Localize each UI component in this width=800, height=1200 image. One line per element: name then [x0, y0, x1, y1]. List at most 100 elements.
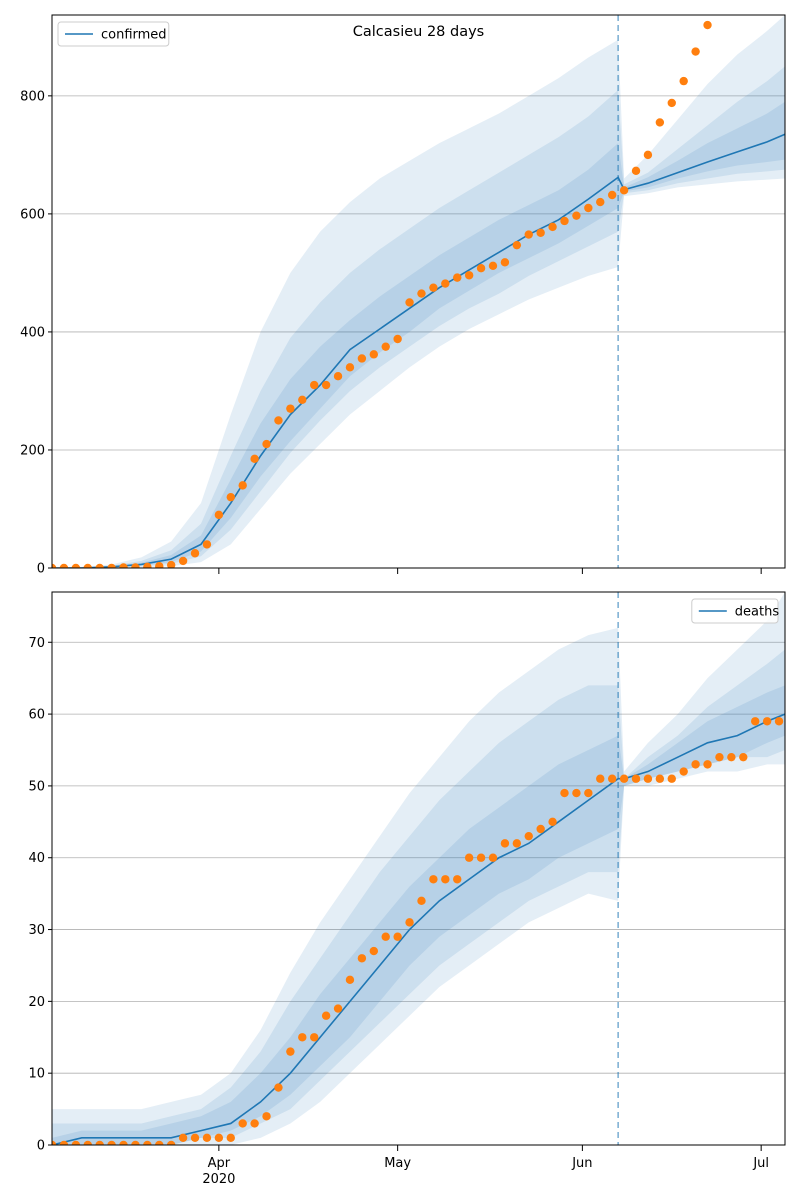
x-tick-label: Jul — [752, 1156, 769, 1171]
observed-point — [762, 717, 772, 726]
observed-point — [286, 1047, 295, 1056]
observed-point — [238, 1119, 247, 1128]
observed-point — [52, 1140, 57, 1145]
observed-point — [560, 216, 569, 226]
observed-point — [71, 1140, 81, 1145]
observed-point — [572, 211, 581, 220]
observed-point — [333, 371, 343, 381]
observed-point — [464, 271, 474, 280]
observed-point — [262, 1112, 271, 1121]
observed-point — [131, 563, 140, 568]
observed-point — [524, 831, 533, 841]
observed-point — [691, 47, 700, 56]
observed-point — [667, 774, 676, 783]
legend: confirmed — [57, 21, 170, 47]
observed-point — [119, 563, 128, 568]
x-year-label: 2020 — [202, 1172, 235, 1187]
observed-point — [155, 1140, 164, 1145]
observed-point — [381, 932, 390, 941]
observed-point — [250, 1119, 259, 1128]
observed-point — [441, 279, 450, 288]
observed-point — [596, 197, 605, 207]
observed-point — [512, 839, 522, 848]
observed-point — [584, 203, 593, 213]
observed-point — [453, 273, 462, 282]
observed-point — [464, 853, 474, 862]
observed-point — [679, 767, 688, 776]
observed-point — [751, 717, 760, 726]
observed-point — [488, 853, 498, 862]
observed-point — [345, 975, 355, 985]
x-tick-label: Apr — [208, 1156, 231, 1171]
observed-point — [643, 150, 653, 160]
observed-point — [310, 1033, 319, 1042]
observed-point — [536, 824, 545, 834]
observed-point — [178, 556, 188, 566]
observed-point — [166, 1140, 176, 1145]
plot-area — [52, 592, 785, 1145]
observed-point — [143, 562, 152, 568]
observed-point — [202, 540, 212, 549]
observed-point — [703, 20, 712, 30]
observed-point — [500, 839, 510, 848]
observed-point — [607, 190, 617, 200]
observed-point — [619, 774, 629, 783]
y-tick-label: 70 — [28, 636, 45, 651]
observed-point — [369, 350, 379, 359]
observed-point — [476, 853, 486, 862]
plot-area — [52, 15, 785, 568]
observed-point — [190, 549, 200, 558]
subplot: 0 10 20 30 40 50 60 70 Apr May Jun Jul 2020 deaths — [28, 591, 786, 1187]
legend-box — [691, 598, 779, 624]
observed-point — [631, 166, 641, 176]
observed-point — [512, 240, 522, 250]
observed-point — [274, 1083, 283, 1092]
observed-point — [298, 1033, 307, 1042]
observed-point — [190, 1133, 200, 1143]
observed-point — [119, 1140, 128, 1145]
band — [52, 649, 785, 1145]
observed-point — [393, 334, 402, 344]
observed-point — [95, 1140, 104, 1145]
band — [52, 592, 785, 1145]
y-tick-label: 50 — [28, 779, 45, 794]
observed-point — [226, 1133, 235, 1143]
observed-point — [488, 261, 498, 271]
y-tick-label: 400 — [20, 325, 45, 340]
observed-point — [369, 946, 379, 956]
y-tick-label: 0 — [37, 562, 45, 577]
observed-point — [441, 875, 450, 884]
observed-point — [631, 774, 641, 783]
observed-point — [178, 1133, 188, 1143]
observed-point — [584, 788, 593, 798]
observed-point — [238, 481, 247, 490]
observed-point — [381, 342, 390, 351]
observed-point — [298, 395, 307, 404]
axes-frame — [51, 14, 786, 569]
observed-point — [52, 563, 57, 568]
observed-point — [393, 932, 402, 941]
observed-point — [357, 354, 367, 363]
chart-title: Calcasieu 28 days — [353, 24, 484, 40]
observed-point — [691, 760, 700, 769]
observed-point — [107, 563, 116, 568]
legend-label: confirmed — [101, 28, 167, 43]
observed-point — [619, 186, 629, 195]
observed-point — [524, 230, 533, 239]
observed-point — [310, 380, 319, 390]
observed-point — [703, 760, 712, 769]
observed-point — [715, 752, 724, 762]
observed-point — [226, 492, 235, 502]
y-tick-label: 600 — [20, 207, 45, 222]
observed-point — [405, 918, 414, 927]
observed-point — [155, 562, 164, 568]
observed-point — [417, 289, 426, 298]
observed-point — [548, 817, 557, 827]
axes-frame — [51, 591, 786, 1146]
observed-point — [453, 875, 462, 884]
y-tick-label: 40 — [28, 851, 45, 866]
observed-point — [572, 788, 581, 798]
observed-point — [83, 1140, 92, 1145]
y-tick-label: 60 — [28, 708, 45, 723]
observed-point — [202, 1133, 212, 1143]
